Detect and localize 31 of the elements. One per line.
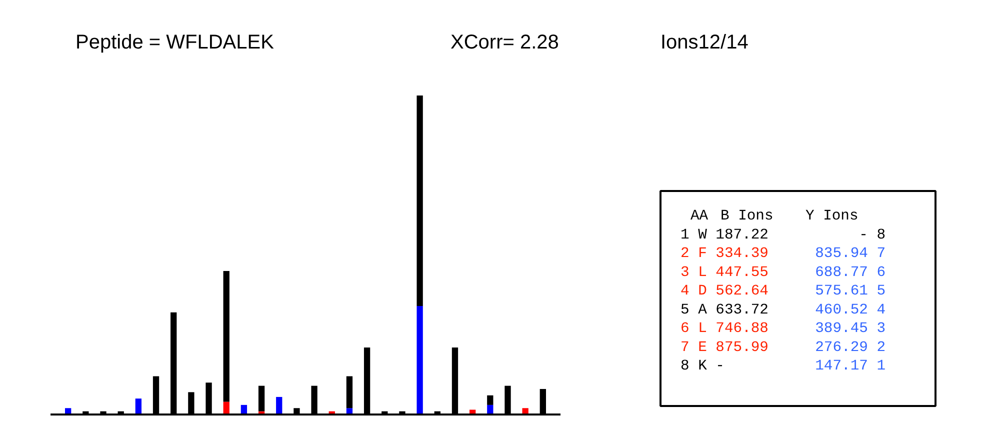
bar xyxy=(223,402,230,414)
text: 7 E 875.99 xyxy=(680,340,768,356)
text: XCorr= 2.28 xyxy=(450,32,559,54)
text: 3 L 447.55 xyxy=(680,264,768,281)
text: 1 W 187.22 xyxy=(680,227,768,244)
bar xyxy=(487,395,494,405)
text: 460.52 4 xyxy=(815,302,886,318)
bar xyxy=(223,270,230,402)
bar xyxy=(258,386,265,412)
bar xyxy=(416,306,423,414)
text: 2 F 334.39 xyxy=(680,246,768,262)
bar xyxy=(135,398,142,414)
text: AA xyxy=(690,208,708,225)
text: Y Ions xyxy=(806,208,858,225)
text: B Ions xyxy=(720,208,774,225)
text: 4 D 562.64 xyxy=(680,284,769,300)
text: 5 A 633.72 xyxy=(680,302,768,318)
bar xyxy=(416,96,423,306)
text: 688.77 6 xyxy=(815,264,886,281)
text: Ions12/14 xyxy=(660,32,748,54)
text: - 8 xyxy=(859,227,886,244)
bar xyxy=(276,396,282,414)
text: 575.61 5 xyxy=(815,284,886,300)
text: 276.29 2 xyxy=(815,340,886,356)
text: 835.94 7 xyxy=(815,246,886,262)
chart-title: Peptide = WFLDALEK xyxy=(76,32,275,54)
bar xyxy=(346,376,353,408)
text: 6 L 746.88 xyxy=(680,321,768,338)
text: 147.17 1 xyxy=(815,358,886,375)
text: 8 K - xyxy=(680,358,724,375)
text: 389.45 3 xyxy=(815,321,886,338)
